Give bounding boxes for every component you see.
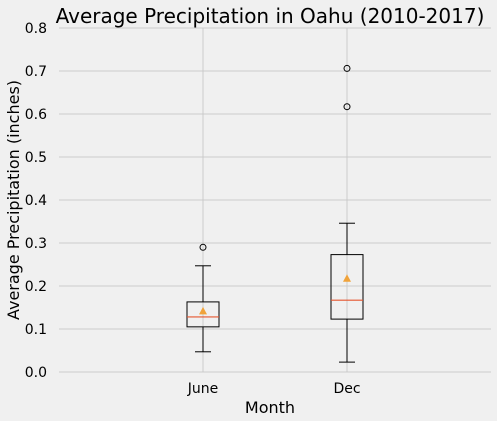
x-tick-labels: June Dec [187, 381, 361, 397]
box-series [186, 64, 364, 363]
interquartile-box [330, 254, 364, 320]
y-tick-label: 0.7 [25, 64, 47, 80]
y-tick-label: 0.6 [25, 107, 47, 123]
y-axis-label: Average Precipitation (inches) [4, 80, 23, 320]
y-tick-label: 0.4 [25, 193, 47, 209]
y-tick-label: 0.3 [25, 236, 47, 252]
y-tick-labels: 0.0 0.1 0.2 0.3 0.4 0.5 0.6 0.7 0.8 [25, 21, 47, 381]
y-tick-label: 0.5 [25, 150, 47, 166]
mean-marker [343, 274, 351, 282]
box-june [186, 243, 220, 353]
y-tick-label: 0.2 [25, 279, 47, 295]
gridlines [59, 27, 491, 373]
y-tick-label: 0.1 [25, 322, 47, 338]
x-tick-label: Dec [333, 381, 360, 397]
y-tick-label: 0.8 [25, 21, 47, 37]
box-dec [330, 64, 364, 363]
outlier-point [199, 243, 207, 251]
outlier-point [343, 64, 351, 72]
interquartile-box [186, 301, 220, 328]
x-tick-label: June [187, 381, 219, 397]
x-axis-label: Month [245, 398, 295, 417]
mean-marker [199, 306, 207, 315]
chart-title: Average Precipitation in Oahu (2010-2017… [56, 4, 485, 28]
outlier-point [343, 103, 351, 111]
y-tick-label: 0.0 [25, 365, 47, 381]
